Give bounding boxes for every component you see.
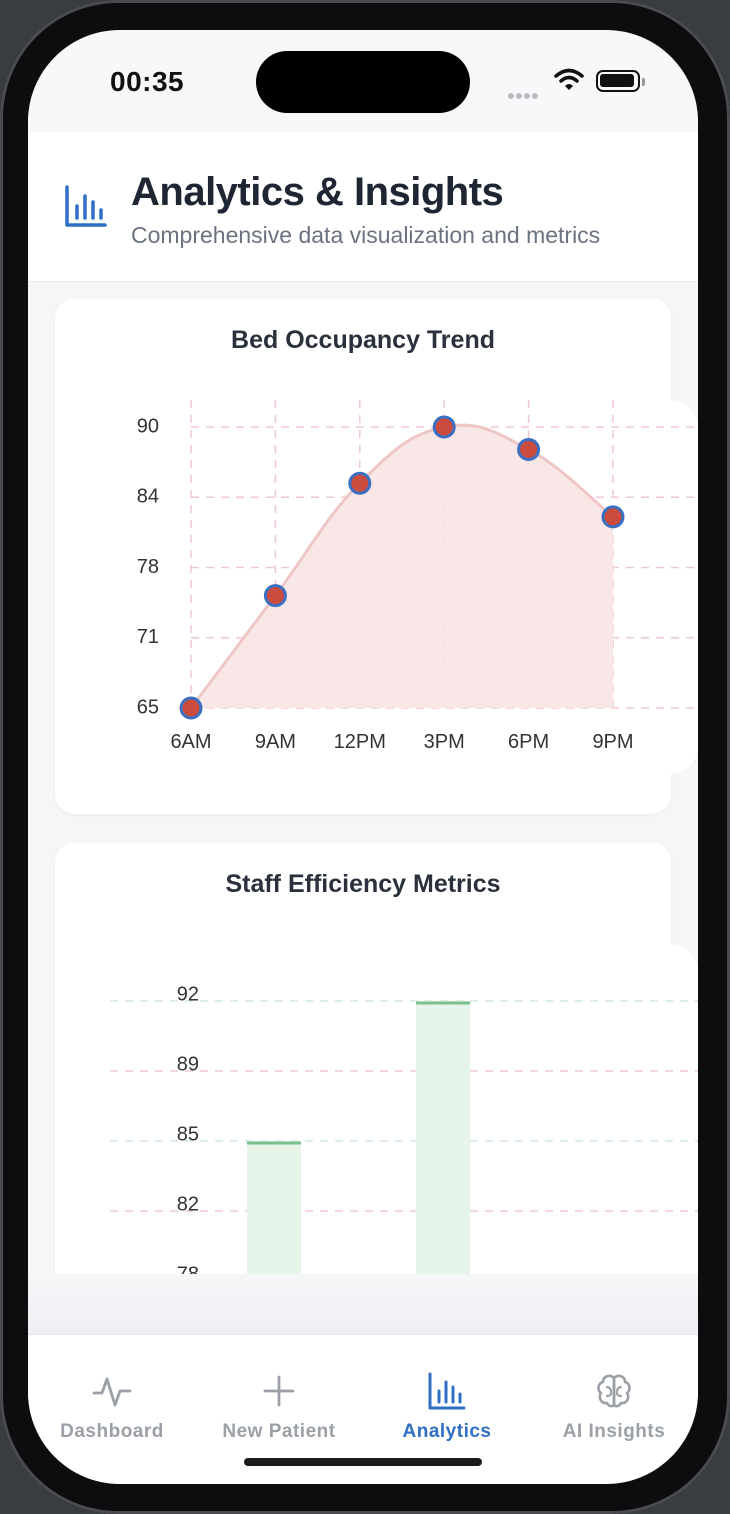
data-point	[179, 696, 203, 720]
data-point	[263, 584, 287, 608]
page-title: Analytics & Insights	[131, 170, 504, 214]
data-point	[348, 471, 372, 495]
bed-occupancy-chart: 65 71 78 84 90 6AM 9AM 12PM 3PM 6PM 9PM	[137, 400, 698, 753]
y-tick-label: 78	[137, 556, 159, 578]
phone-screen: 00:35 Analytics & Insights Comprehensive…	[28, 30, 698, 1484]
plus-icon	[263, 1375, 295, 1407]
scroll-fade	[28, 1274, 698, 1334]
data-point	[517, 437, 541, 461]
staff-efficiency-chart-area: 78 82 85 89 92	[55, 944, 698, 1282]
dynamic-island	[256, 51, 470, 113]
bar	[416, 1001, 470, 1281]
x-tick-label: 6PM	[508, 731, 549, 753]
battery-icon	[596, 70, 640, 92]
y-tick-label: 84	[137, 486, 159, 508]
data-point	[432, 415, 456, 439]
chart-title: Bed Occupancy Trend	[231, 326, 495, 354]
bed-occupancy-chart-area: 65 71 78 84 90 6AM 9AM 12PM 3PM 6PM 9PM	[55, 400, 698, 774]
y-tick-label: 71	[137, 626, 159, 648]
battery-nub	[642, 78, 645, 86]
tab-analytics[interactable]: Analytics	[363, 1335, 531, 1455]
x-tick-label: 12PM	[334, 731, 386, 753]
chart-title: Staff Efficiency Metrics	[225, 870, 501, 898]
tab-new-patient[interactable]: New Patient	[195, 1335, 363, 1455]
data-point	[601, 505, 625, 529]
status-bar: 00:35	[28, 30, 698, 132]
bar-chart-icon	[65, 185, 107, 227]
pulse-icon	[92, 1377, 132, 1407]
tab-label: AI Insights	[562, 1421, 666, 1442]
bar-chart-icon	[428, 1372, 466, 1410]
y-tick-label: 85	[177, 1123, 199, 1145]
y-tick-label: 82	[177, 1193, 199, 1215]
home-indicator	[244, 1458, 482, 1466]
tab-label: Analytics	[402, 1421, 492, 1442]
x-tick-label: 9PM	[592, 731, 633, 753]
tab-label: Dashboard	[60, 1421, 164, 1442]
x-tick-label: 3PM	[424, 731, 465, 753]
x-tick-label: 9AM	[255, 731, 296, 753]
page-subtitle: Comprehensive data visualization and met…	[131, 222, 601, 248]
area-fill	[191, 425, 613, 708]
y-tick-label: 65	[137, 696, 159, 718]
status-time: 00:35	[110, 66, 185, 97]
bar	[247, 1141, 301, 1281]
x-tick-label: 6AM	[170, 731, 211, 753]
tab-label: New Patient	[222, 1421, 336, 1442]
cellular-signal-icon	[508, 86, 540, 104]
brain-icon	[597, 1374, 631, 1408]
tab-ai-insights[interactable]: AI Insights	[530, 1335, 698, 1455]
y-tick-label: 89	[177, 1053, 199, 1075]
y-tick-label: 92	[177, 983, 199, 1005]
wifi-icon	[554, 68, 584, 90]
tab-dashboard[interactable]: Dashboard	[28, 1335, 196, 1455]
page-header: Analytics & Insights Comprehensive data …	[28, 132, 698, 282]
y-tick-label: 90	[137, 415, 159, 437]
